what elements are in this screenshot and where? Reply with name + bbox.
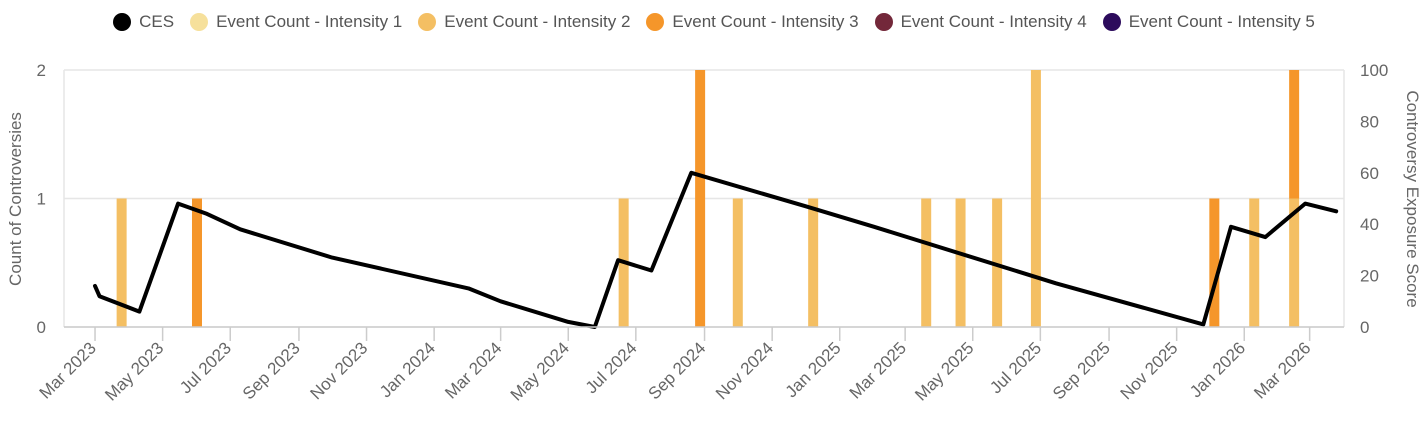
- legend-swatch: [874, 13, 893, 31]
- ces-line: [93, 170, 1339, 329]
- legend-swatch: [1102, 13, 1121, 31]
- x-tick-label: Sep 2023: [239, 338, 304, 403]
- y-right-title: Controversy Exposure Score: [1403, 90, 1422, 308]
- y-right-tick-label: 60: [1360, 164, 1379, 183]
- bar: [116, 198, 127, 327]
- legend-item[interactable]: Event Count - Intensity 5: [1102, 12, 1315, 32]
- x-tick-label: Nov 2025: [1117, 338, 1182, 403]
- x-tick-label: Mar 2026: [1250, 338, 1314, 402]
- legend-item[interactable]: CES: [113, 12, 174, 32]
- x-tick-label: Jan 2025: [782, 338, 845, 401]
- y-left-tick-label: 2: [37, 61, 46, 80]
- legend-swatch: [190, 13, 209, 31]
- legend-swatch: [418, 13, 437, 31]
- legend-swatch: [113, 13, 132, 31]
- bar: [955, 198, 966, 327]
- y-left-tick-label: 0: [37, 318, 46, 337]
- chart-legend: CES Event Count - Intensity 1 Event Count …: [0, 12, 1428, 32]
- bar: [695, 70, 706, 327]
- x-tick-label: Nov 2024: [712, 338, 777, 403]
- x-tick-label: Mar 2025: [846, 338, 910, 402]
- x-tick-label: Sep 2025: [1049, 338, 1114, 403]
- ces-line-layer: [93, 170, 1339, 329]
- legend-swatch: [646, 13, 665, 31]
- bar: [1289, 198, 1300, 327]
- x-tick-label: Mar 2024: [441, 338, 505, 402]
- legend-item[interactable]: Event Count - Intensity 4: [874, 12, 1087, 32]
- y-right-tick-label: 20: [1360, 267, 1379, 286]
- bar: [808, 198, 819, 327]
- x-tick-label: May 2023: [101, 338, 167, 404]
- legend-item[interactable]: Event Count - Intensity 1: [190, 12, 402, 32]
- y-right-tick-label: 80: [1360, 112, 1379, 131]
- x-tick-label: Mar 2023: [36, 338, 100, 402]
- legend-item[interactable]: Event Count - Intensity 3: [646, 12, 859, 32]
- y-left-title: Count of Controversies: [6, 112, 25, 286]
- x-tick-label: Jul 2025: [986, 338, 1045, 397]
- x-tick-label: May 2025: [911, 338, 977, 404]
- x-tick-label: Jul 2023: [176, 338, 235, 397]
- y-right-tick-label: 0: [1360, 318, 1369, 337]
- legend-label: Event Count - Intensity 2: [444, 12, 631, 31]
- bar: [191, 198, 202, 327]
- x-tick-label: May 2024: [507, 338, 573, 404]
- legend-label: Event Count - Intensity 4: [900, 12, 1087, 31]
- legend-label: Event Count - Intensity 3: [672, 12, 859, 31]
- y-right-tick-label: 40: [1360, 215, 1379, 234]
- legend-item[interactable]: Event Count - Intensity 2: [418, 12, 630, 32]
- legend-label: Event Count - Intensity 5: [1128, 12, 1315, 31]
- x-tick-label: Jan 2026: [1186, 338, 1249, 401]
- y-left-tick-label: 1: [37, 190, 46, 209]
- x-tick-label: Jul 2024: [582, 338, 641, 397]
- y-right-tick-label: 100: [1360, 61, 1388, 80]
- bar: [732, 198, 743, 327]
- bar: [1209, 198, 1220, 327]
- bar: [992, 198, 1003, 327]
- x-tick-label: Jan 2024: [376, 338, 439, 401]
- bar: [1289, 70, 1300, 199]
- legend-label: Event Count - Intensity 1: [216, 12, 403, 31]
- legend-label: CES: [139, 12, 175, 31]
- x-tick-label: Sep 2024: [644, 338, 709, 403]
- bar: [1249, 198, 1260, 327]
- bar: [921, 198, 932, 327]
- x-tick-label: Nov 2023: [306, 338, 371, 403]
- bars-layer: [116, 70, 1300, 327]
- bar: [1030, 70, 1041, 327]
